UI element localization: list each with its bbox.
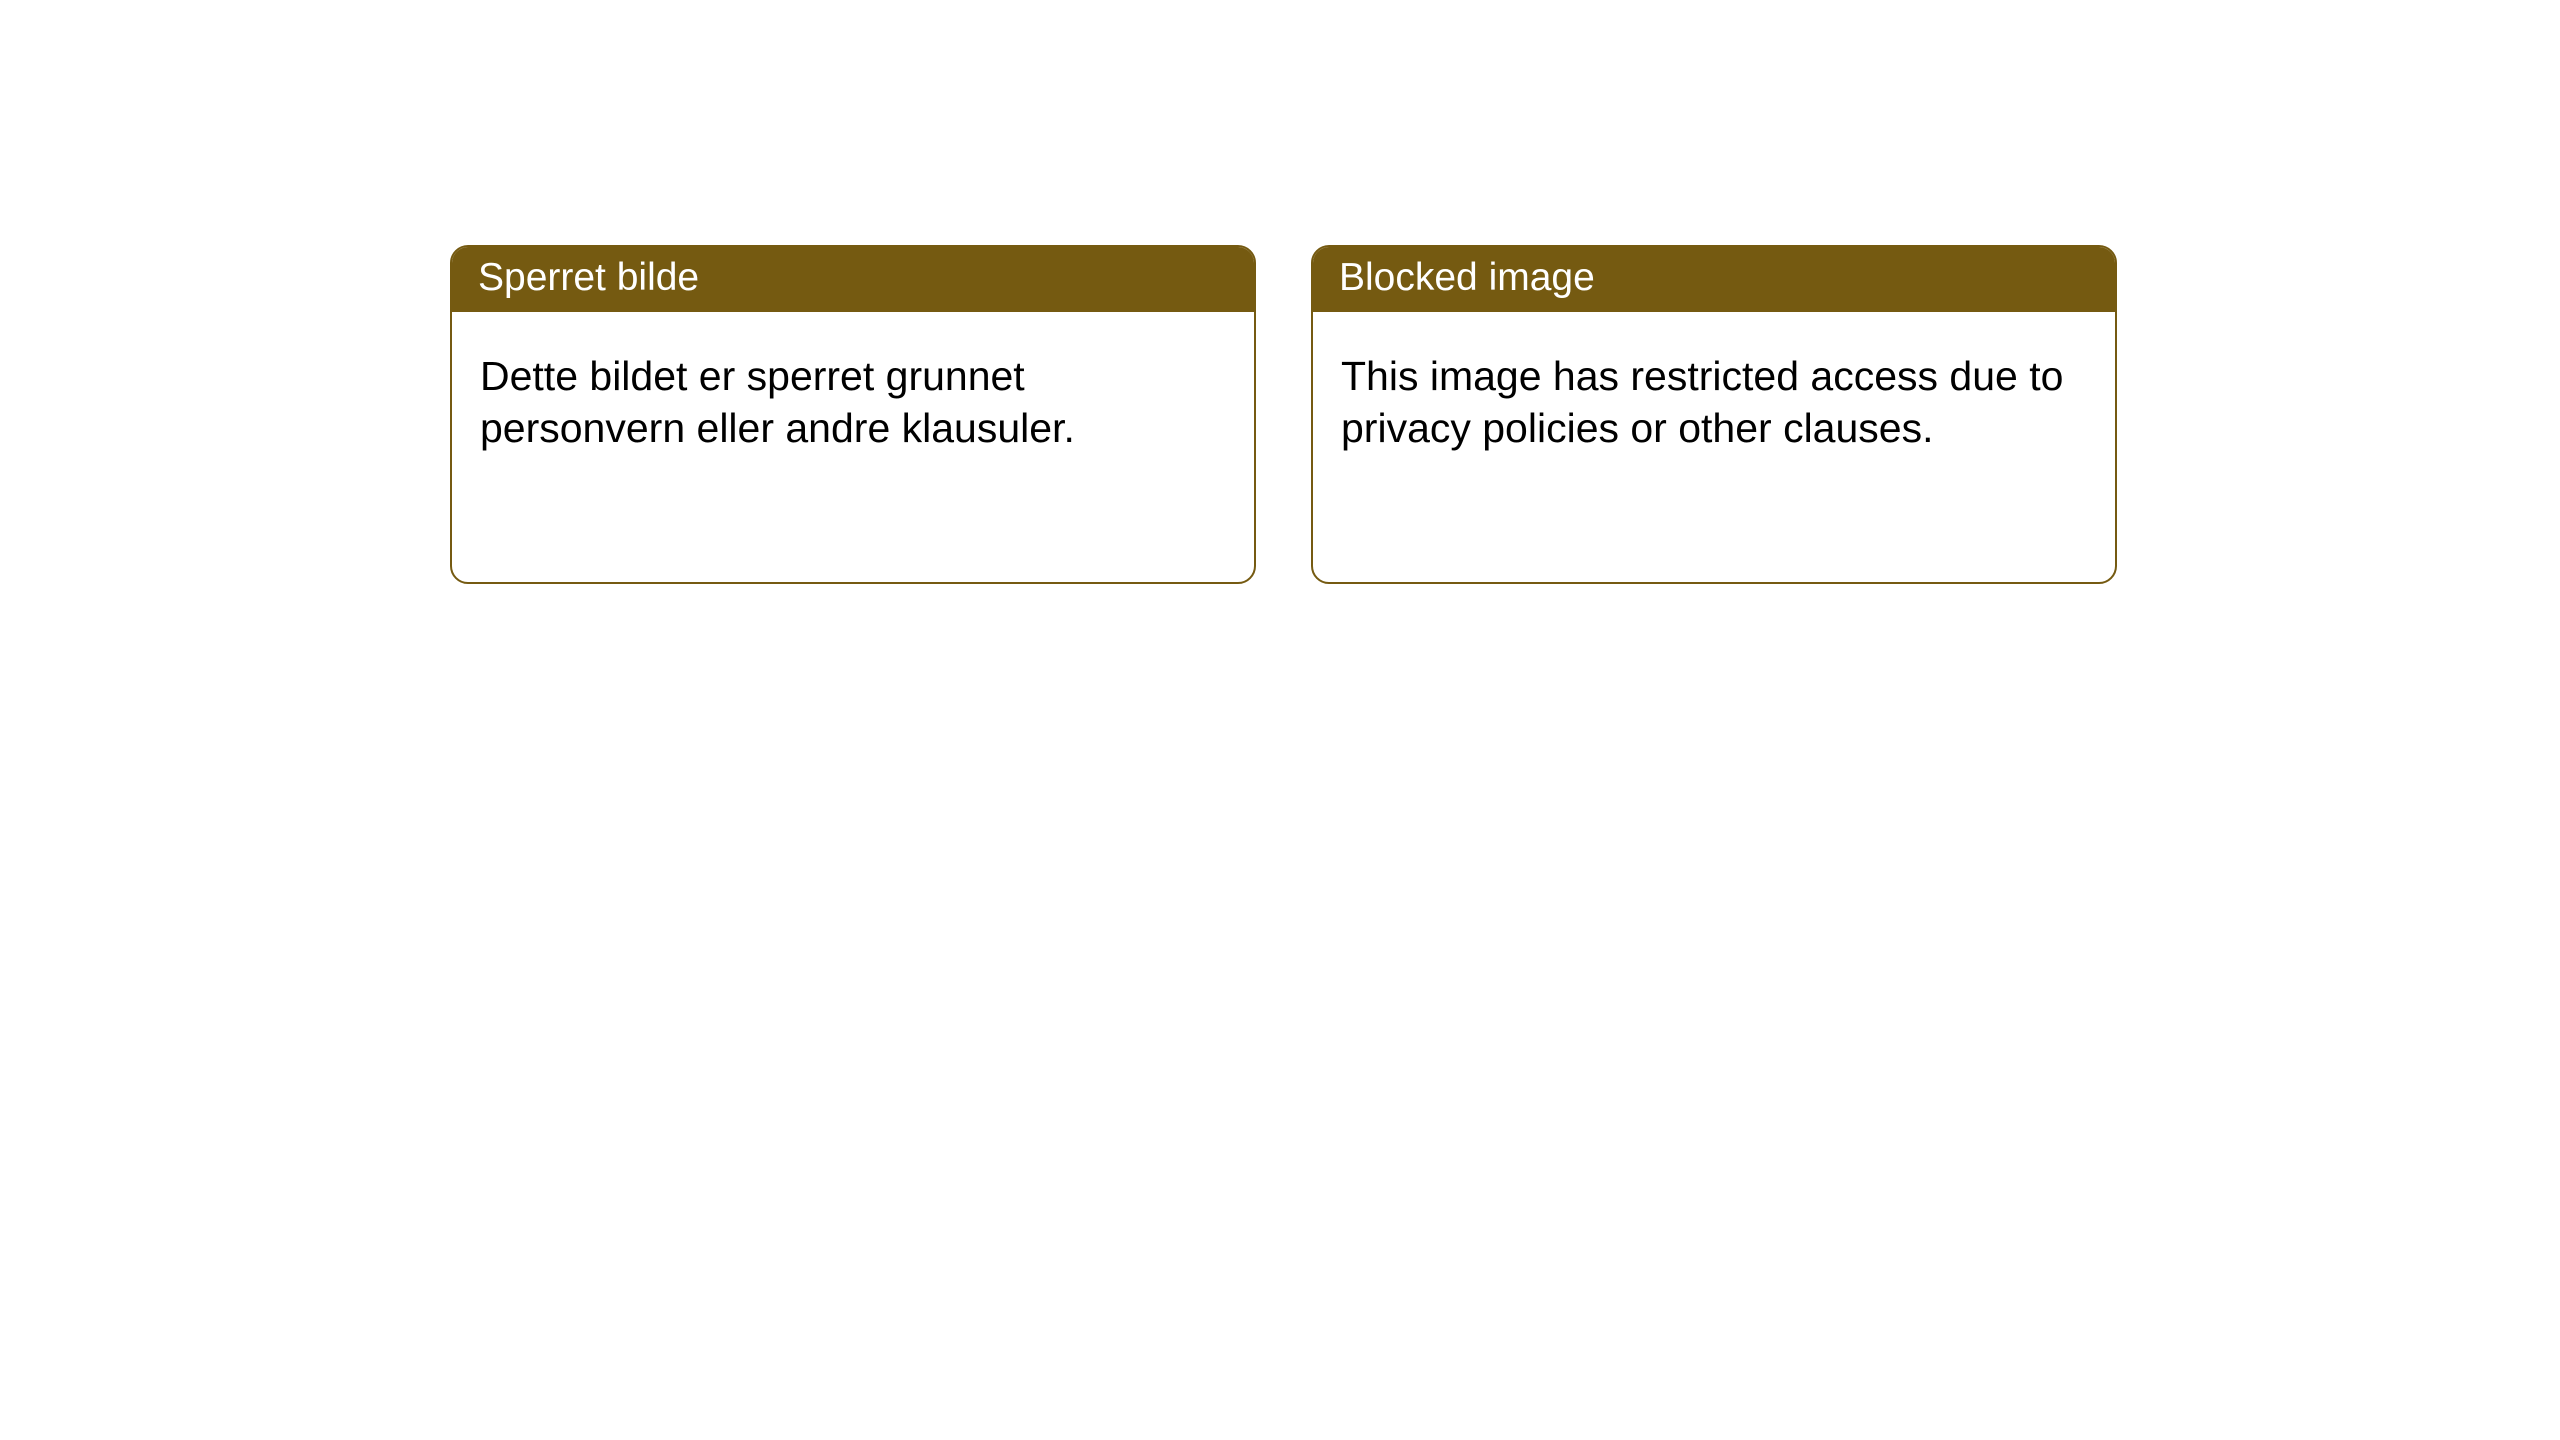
notice-card-english: Blocked image This image has restricted … (1311, 245, 2117, 584)
notice-card-body: Dette bildet er sperret grunnet personve… (452, 312, 1254, 582)
notice-cards-container: Sperret bilde Dette bildet er sperret gr… (450, 245, 2560, 584)
notice-card-norwegian: Sperret bilde Dette bildet er sperret gr… (450, 245, 1256, 584)
notice-card-title: Sperret bilde (452, 247, 1254, 312)
notice-card-body: This image has restricted access due to … (1313, 312, 2115, 582)
notice-card-title: Blocked image (1313, 247, 2115, 312)
